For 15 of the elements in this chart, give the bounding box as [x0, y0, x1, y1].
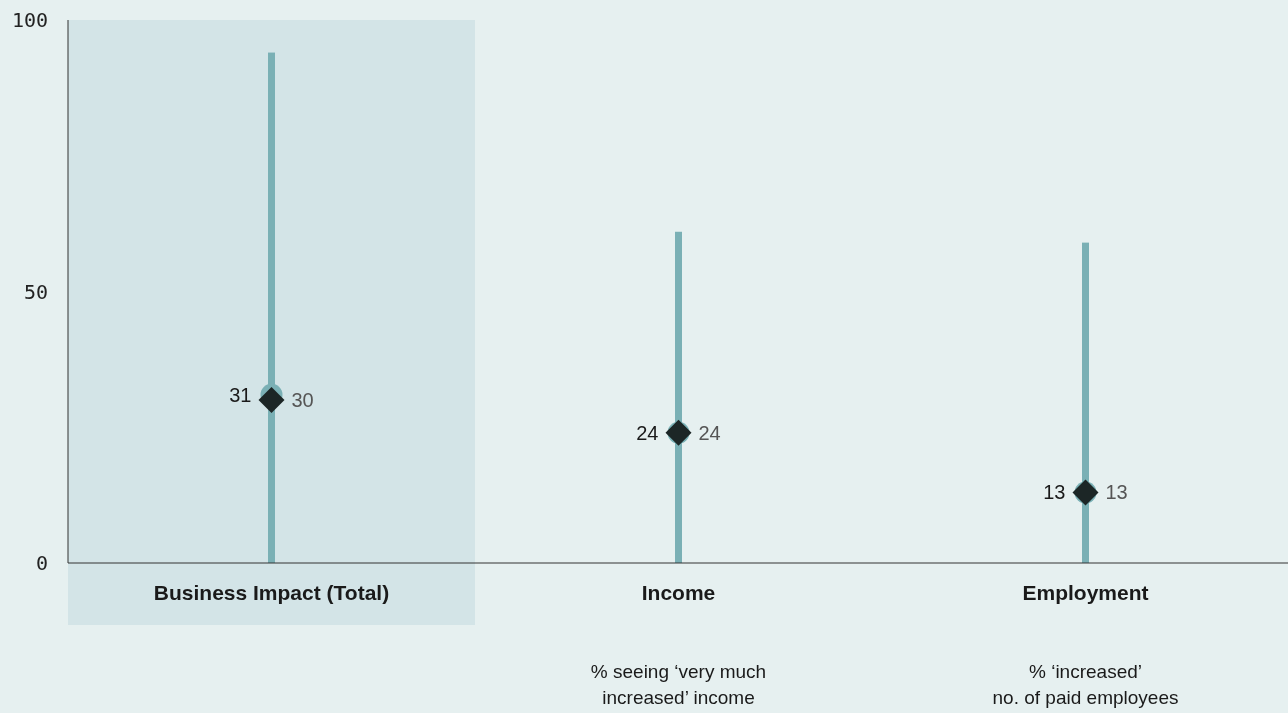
data-label: 13 [1043, 481, 1066, 504]
y-tick-label: 100 [11, 8, 48, 32]
x-tick-label: Employment [1022, 581, 1149, 604]
data-label: 24 [636, 421, 659, 444]
data-label: 13 [1105, 481, 1128, 504]
y-tick-label: 50 [23, 279, 48, 304]
text: % seeing ‘very much increased’ income [590, 661, 767, 708]
data-label: 31 [229, 383, 252, 406]
text: % ‘increased’ no. of paid employees [992, 661, 1179, 708]
y-tick-label: 0 [35, 551, 48, 575]
x-tick-label: Income [641, 581, 716, 604]
point [258, 387, 285, 414]
data-label: 30 [291, 389, 314, 412]
data-label: 24 [698, 421, 721, 444]
x-tick-label: Business Impact (Total) [153, 581, 390, 604]
